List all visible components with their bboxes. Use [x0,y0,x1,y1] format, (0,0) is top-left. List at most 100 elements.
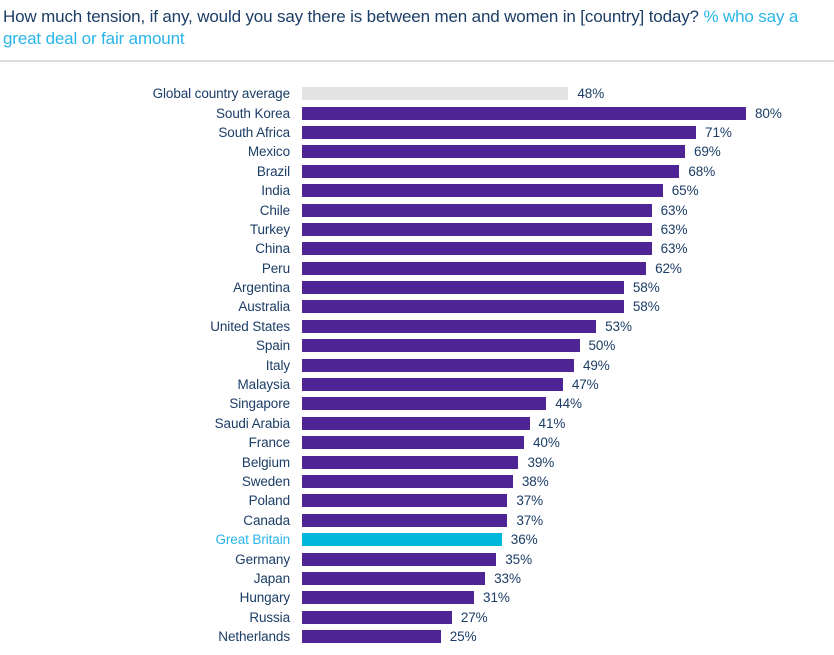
bar [302,552,497,566]
chart-row: Turkey 63% [0,220,834,239]
value-label: 35% [505,551,532,567]
chart-row: Canada 37% [0,511,834,530]
country-label: France [248,435,291,451]
chart-title: How much tension, if any, would you say … [3,6,821,49]
country-label: Peru [261,260,290,276]
country-label: South Africa [218,124,290,140]
value-label: 68% [688,163,716,179]
bar [302,571,486,585]
country-label: Mexico [247,144,290,160]
country-label: Argentina [233,280,290,296]
bar [302,513,508,527]
title-divider [0,60,834,62]
country-label: Turkey [249,221,290,237]
chart-row: Australia 58% [0,297,834,316]
chart-row: Spain 50% [0,336,834,355]
chart-row: Peru 62% [0,259,834,278]
chart-row: Italy 49% [0,355,834,374]
value-label: 80% [755,105,782,121]
bar [302,106,746,120]
chart-row: South Africa 71% [0,123,834,142]
bar [302,319,597,333]
value-label: 49% [582,357,610,373]
bar [302,261,647,275]
bar [302,630,441,644]
value-label: 27% [460,609,488,625]
country-label: United States [210,318,290,334]
country-label: China [255,241,290,257]
bar [302,397,547,411]
value-label: 65% [671,183,699,199]
country-label: Sweden [241,474,290,489]
chart-row: Mexico 69% [0,142,834,161]
value-label: 69% [693,144,721,160]
value-label: 31% [483,590,510,606]
bar [302,281,624,295]
value-label: 25% [449,629,477,645]
country-label: India [261,183,290,199]
value-label: 63% [660,202,688,218]
value-label: 58% [632,299,660,315]
chart-row: Netherlands 25% [0,627,834,646]
country-label: Global country average [152,86,290,102]
chart-row: Saudi Arabia 41% [0,414,834,433]
chart-title-question: How much tension, if any, would you say … [3,7,699,26]
chart-row: Great Britain 36% [0,530,834,549]
bar [302,436,524,450]
country-label: Saudi Arabia [214,415,290,431]
country-label: Great Britain [215,532,291,548]
country-label: Spain [255,338,290,354]
value-label: 53% [605,318,632,334]
chart-row: Sweden 38% [0,472,834,491]
value-label: 62% [655,260,682,276]
country-label: Hungary [239,590,290,606]
value-label: 63% [660,241,688,257]
chart-title-subtitle: % who say a great deal or fair amount [3,7,799,48]
bar [302,475,513,488]
bar-chart: Global country average 48% South Korea 8… [0,84,834,646]
chart-row: Belgium 39% [0,452,834,471]
chart-row: Brazil 68% [0,162,834,181]
bar [302,339,580,353]
value-label: 71% [705,124,732,140]
country-label: Australia [238,299,290,315]
bar [302,358,574,372]
country-label: Malaysia [237,377,291,393]
bar [302,222,652,236]
value-label: 39% [527,454,555,470]
country-label: Italy [265,357,290,373]
bar [302,455,519,469]
chart-row: Japan 33% [0,569,834,588]
bar [302,145,685,159]
chart-row: Singapore 44% [0,394,834,413]
chart-row: India 65% [0,181,834,200]
bar [302,533,502,547]
chart-row: Chile 63% [0,200,834,219]
bar [302,164,680,178]
country-label: Japan [253,570,290,586]
country-label: Germany [235,551,290,567]
value-label: 37% [516,512,544,528]
value-label: 38% [521,474,549,489]
chart-row: Hungary 31% [0,588,834,607]
bar [302,87,569,101]
bar [302,494,508,508]
value-label: 47% [571,377,599,393]
country-label: Brazil [256,163,290,179]
bar [302,591,475,605]
value-label: 37% [516,493,544,509]
chart-row: Global country average 48% [0,84,834,103]
chart-row: France 40% [0,433,834,452]
country-label: South Korea [216,105,290,121]
chart-row: Malaysia 47% [0,375,834,394]
chart-row: China 63% [0,239,834,258]
value-label: 50% [588,338,616,354]
value-label: 41% [538,415,566,431]
bar [302,184,663,198]
value-label: 44% [555,396,582,412]
chart-row: Russia 27% [0,608,834,627]
country-label: Canada [243,512,290,528]
bar [302,125,697,139]
value-label: 33% [494,570,521,586]
